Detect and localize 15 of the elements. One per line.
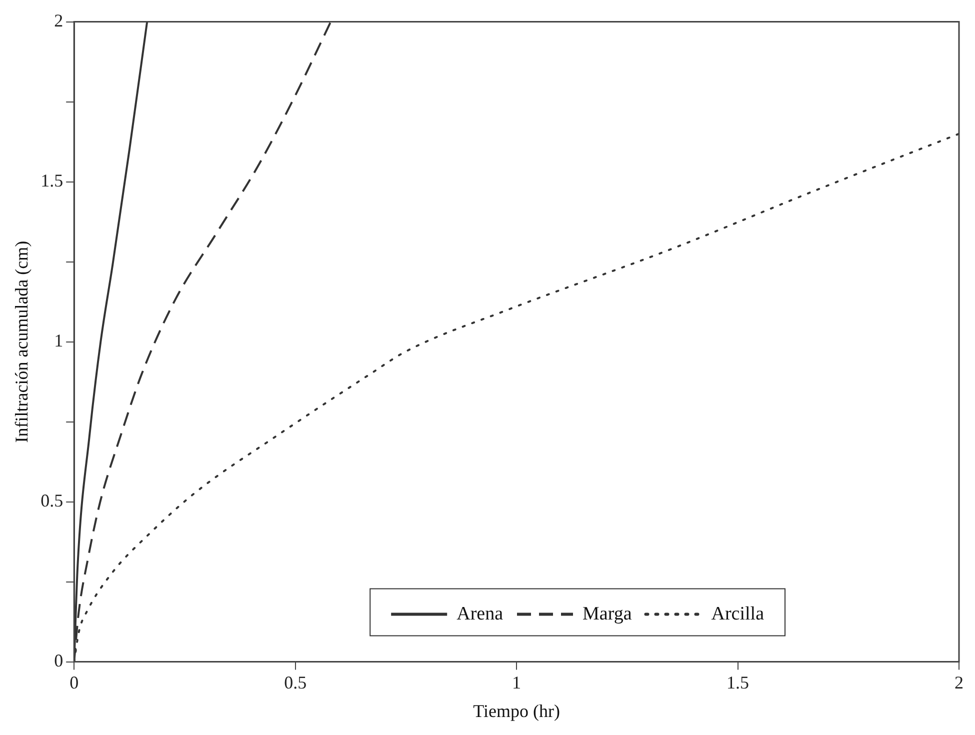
x-tick-label: 2	[954, 672, 964, 692]
legend-label: Arcilla	[711, 603, 765, 624]
y-axis-title: Infiltración acumulada (cm)	[12, 240, 32, 443]
x-tick-label: 1	[512, 672, 522, 692]
x-tick-label: 1.5	[726, 672, 750, 692]
y-tick-label: 1.5	[40, 170, 64, 191]
y-tick-label: 1	[54, 330, 64, 351]
x-tick-label: 0	[70, 672, 79, 692]
x-axis-title: Tiempo (hr)	[473, 700, 560, 721]
legend-label: Arena	[456, 603, 504, 624]
y-tick-label: 0.5	[40, 490, 64, 511]
legend-label: Marga	[582, 603, 632, 624]
y-tick-label: 0	[54, 650, 64, 671]
x-tick-label: 0.5	[284, 672, 307, 692]
y-tick-label: 2	[54, 10, 64, 31]
